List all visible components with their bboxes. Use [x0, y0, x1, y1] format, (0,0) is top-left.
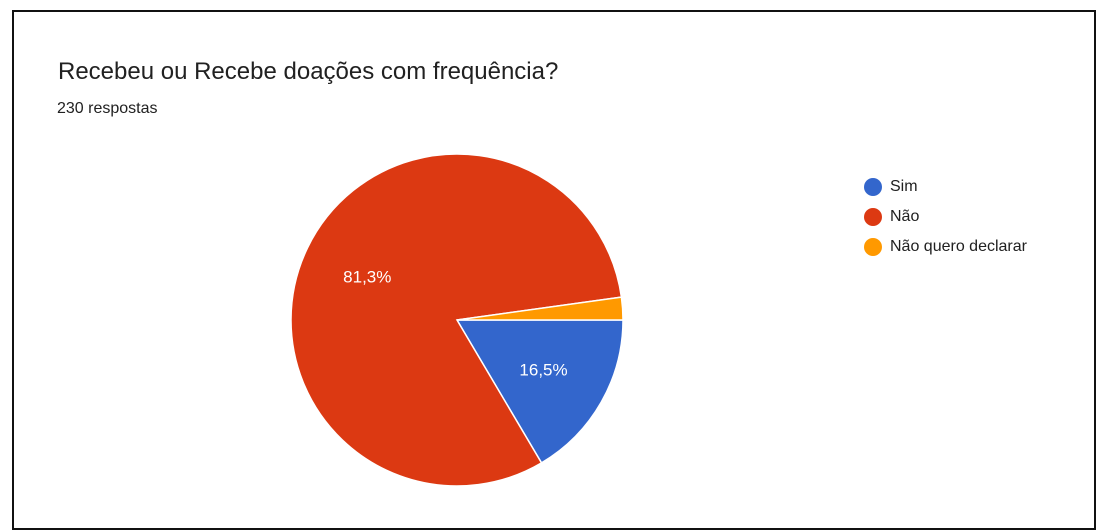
pie-slice-nao-quero-declarar[interactable]: [456, 296, 624, 321]
legend-item-nao[interactable]: Não: [864, 202, 1027, 232]
pie-slice-nao[interactable]: [290, 153, 623, 487]
pie-label-nao: 81,3%: [343, 268, 391, 287]
legend-label-nao: Não: [890, 208, 920, 225]
chart-title: Recebeu ou Recebe doações com frequência…: [58, 58, 559, 85]
legend-label-sim: Sim: [890, 178, 918, 195]
legend-item-sim[interactable]: Sim: [864, 172, 1027, 202]
chart-legend: Sim Não Não quero declarar: [864, 172, 1027, 262]
response-count: 230 respostas: [57, 100, 158, 117]
legend-swatch-nao: [864, 208, 882, 226]
pie-label-sim: 16,5%: [519, 360, 567, 379]
legend-item-nao-quero-declarar[interactable]: Não quero declarar: [864, 232, 1027, 262]
pie-slice-sim[interactable]: [455, 319, 624, 464]
chart-card: Recebeu ou Recebe doações com frequência…: [12, 10, 1096, 530]
legend-label-nao-quero-declarar: Não quero declarar: [890, 238, 1027, 255]
legend-swatch-nao-quero-declarar: [864, 238, 882, 256]
legend-swatch-sim: [864, 178, 882, 196]
pie-chart: 16,5% 81,3%: [290, 153, 624, 487]
